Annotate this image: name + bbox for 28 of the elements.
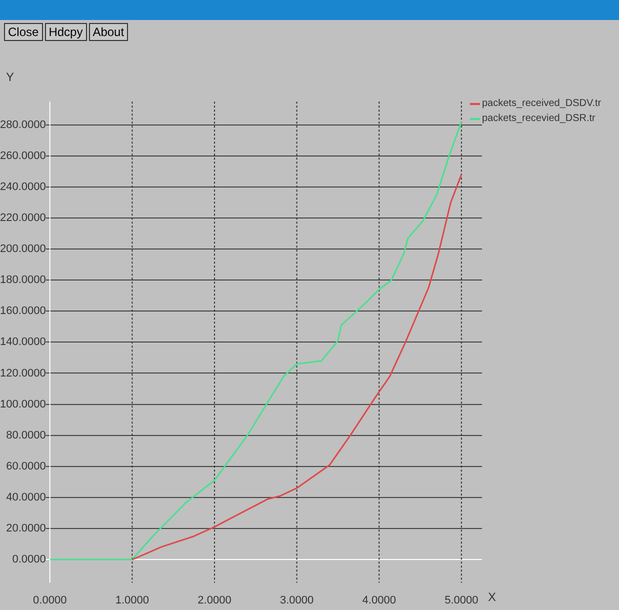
y-tick-label: 120.0000 xyxy=(0,367,46,380)
legend-label: packets_received_DSDV.tr xyxy=(482,98,602,109)
y-tick-label: 80.0000 xyxy=(6,429,46,442)
y-tick-label: 260.0000 xyxy=(0,150,46,162)
y-tick-label: 160.0000 xyxy=(0,305,46,318)
legend-label: packets_recevied_DSR.tr xyxy=(482,113,596,124)
text: Close xyxy=(4,23,43,41)
x-tick-label: 1.0000 xyxy=(115,594,150,606)
y-tick-label: 60.0000 xyxy=(6,460,46,472)
y-tick-label: 200.0000 xyxy=(0,243,46,256)
text: Hdcpy xyxy=(44,23,87,41)
y-tick-label: 0.0000 xyxy=(12,554,46,566)
x-tick-label: 3.0000 xyxy=(280,594,314,606)
x-axis-title: X xyxy=(488,590,496,604)
y-tick-label: 180.0000 xyxy=(0,274,46,286)
y-tick-label: 140.0000 xyxy=(0,336,46,348)
y-tick-label: 220.0000 xyxy=(0,212,46,224)
x-tick-label: 2.0000 xyxy=(198,594,232,606)
y-tick-label: 280.0000 xyxy=(0,118,46,131)
y-tick-label: 20.0000 xyxy=(6,522,46,534)
x-tick-label: 0.0000 xyxy=(33,594,67,606)
y-tick-label: 40.0000 xyxy=(6,491,46,504)
y-axis-title: Y xyxy=(6,70,14,84)
text: About xyxy=(88,23,128,41)
x-tick-label: 4.0000 xyxy=(362,594,396,606)
y-tick-label: 100.0000 xyxy=(0,398,46,410)
y-tick-label: 240.0000 xyxy=(0,181,46,194)
x-tick-label: 5.0000 xyxy=(444,594,478,606)
